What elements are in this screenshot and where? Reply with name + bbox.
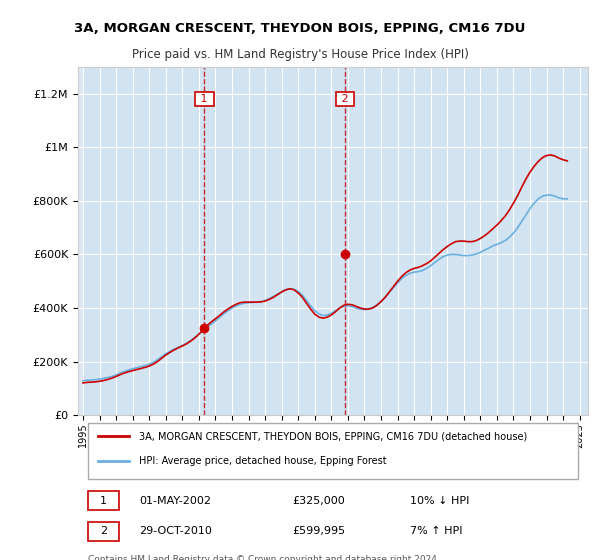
- Bar: [83, 67, 205, 415]
- FancyBboxPatch shape: [88, 522, 119, 541]
- Text: 3A, MORGAN CRESCENT, THEYDON BOIS, EPPING, CM16 7DU: 3A, MORGAN CRESCENT, THEYDON BOIS, EPPIN…: [74, 22, 526, 35]
- Bar: [345, 67, 588, 415]
- Text: 3A, MORGAN CRESCENT, THEYDON BOIS, EPPING, CM16 7DU (detached house): 3A, MORGAN CRESCENT, THEYDON BOIS, EPPIN…: [139, 431, 527, 441]
- Text: 1: 1: [197, 94, 211, 104]
- Text: HPI: Average price, detached house, Epping Forest: HPI: Average price, detached house, Eppi…: [139, 455, 387, 465]
- Text: 1: 1: [100, 496, 107, 506]
- Text: 2: 2: [100, 526, 107, 536]
- Text: 10% ↓ HPI: 10% ↓ HPI: [409, 496, 469, 506]
- Bar: [205, 67, 345, 415]
- Text: 29-OCT-2010: 29-OCT-2010: [139, 526, 212, 536]
- Text: 7% ↑ HPI: 7% ↑ HPI: [409, 526, 462, 536]
- Text: Contains HM Land Registry data © Crown copyright and database right 2024.: Contains HM Land Registry data © Crown c…: [88, 556, 440, 560]
- FancyBboxPatch shape: [88, 491, 119, 510]
- Text: 2: 2: [338, 94, 352, 104]
- Text: £599,995: £599,995: [292, 526, 346, 536]
- Text: 01-MAY-2002: 01-MAY-2002: [139, 496, 211, 506]
- FancyBboxPatch shape: [88, 423, 578, 479]
- Text: Price paid vs. HM Land Registry's House Price Index (HPI): Price paid vs. HM Land Registry's House …: [131, 48, 469, 60]
- Text: £325,000: £325,000: [292, 496, 345, 506]
